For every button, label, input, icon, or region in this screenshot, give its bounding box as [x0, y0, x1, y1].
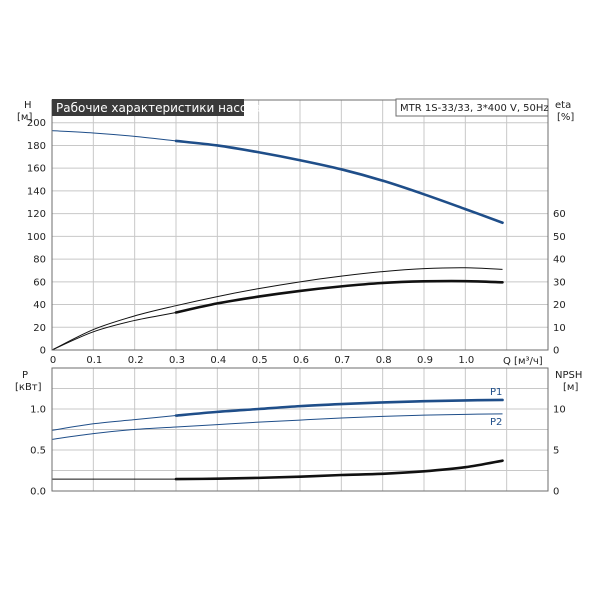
bottom-series-1-operating-range	[174, 398, 504, 417]
eta-axis-unit: [%]	[557, 112, 574, 123]
eta-axis-label: eta	[555, 100, 571, 111]
bottom-panel-grid	[52, 368, 548, 491]
top-left-tick-label: 160	[27, 164, 46, 175]
x-tick-label: 0.9	[417, 355, 433, 366]
npsh-axis-label: NPSH	[555, 370, 582, 381]
top-left-tick-label: 80	[33, 255, 46, 266]
top-series-1-curve	[51, 130, 503, 224]
bottom-series-3-operating-range	[174, 459, 504, 481]
chart-title-box	[52, 99, 244, 116]
x-tick-label: 0.2	[128, 355, 144, 366]
x-tick-label: 0.8	[376, 355, 392, 366]
top-series-1-operating-range	[174, 139, 504, 225]
top-right-tick-label: 20	[553, 300, 566, 311]
top-left-tick-label: 0	[40, 346, 46, 357]
top-right-tick-label: 50	[553, 232, 566, 243]
top-panel-curves	[51, 130, 504, 351]
bottom-left-tick-label: 0.0	[30, 487, 46, 498]
q-axis-label: Q [м³/ч]	[503, 356, 543, 367]
top-right-tick-label: 10	[553, 323, 566, 334]
top-left-tick-label: 40	[33, 300, 46, 311]
bottom-panel-frame	[51, 367, 549, 492]
top-left-tick-label: 140	[27, 186, 46, 197]
x-tick-label: 0.6	[293, 355, 309, 366]
top-left-tick-label: 200	[27, 118, 46, 129]
x-tick-label: 0.3	[169, 355, 185, 366]
x-tick-label: 0.7	[334, 355, 350, 366]
x-tick-label: 0.1	[86, 355, 102, 366]
series-label-p2: P2	[490, 417, 502, 428]
p-axis-label: P	[22, 370, 28, 381]
x-tick-label: 0	[50, 355, 56, 366]
bottom-series-2-curve	[51, 413, 503, 440]
top-panel-grid	[52, 100, 548, 350]
pump-model-box	[395, 98, 549, 117]
bottom-panel-curves	[51, 398, 504, 481]
chart-title: Рабочие характеристики насоса	[56, 101, 261, 115]
top-series-2-curve	[51, 267, 503, 351]
series-label-p1: P1	[490, 387, 502, 398]
top-series-3-operating-range	[174, 279, 504, 314]
x-tick-label: 0.4	[210, 355, 226, 366]
bottom-left-tick-label: 1.0	[30, 405, 46, 416]
top-panel-frame	[51, 99, 549, 351]
tick-labels: 0204060801001201401601802000102030405060…	[27, 118, 566, 497]
top-series-3-curve	[51, 280, 503, 351]
top-left-tick-label: 20	[33, 323, 46, 334]
top-right-tick-label: 0	[553, 346, 559, 357]
x-tick-label: 1.0	[458, 355, 474, 366]
bottom-right-tick-label: 10	[553, 405, 566, 416]
top-right-tick-label: 30	[553, 277, 566, 288]
bottom-left-tick-label: 0.5	[30, 446, 46, 457]
top-left-tick-label: 60	[33, 277, 46, 288]
p-axis-unit: [кВт]	[15, 382, 42, 393]
bottom-right-tick-label: 5	[553, 446, 559, 457]
pump-model-label: MTR 1S-33/33, 3*400 V, 50Hz	[400, 103, 549, 114]
x-tick-label: 0.5	[252, 355, 268, 366]
top-left-tick-label: 180	[27, 141, 46, 152]
top-right-tick-label: 40	[553, 255, 566, 266]
bottom-right-tick-label: 0	[553, 487, 559, 498]
npsh-axis-unit: [м]	[563, 382, 578, 393]
top-left-tick-label: 100	[27, 232, 46, 243]
top-left-tick-label: 120	[27, 209, 46, 220]
top-right-tick-label: 60	[553, 209, 566, 220]
h-axis-label: H	[24, 100, 32, 111]
h-axis-unit: [м]	[17, 112, 32, 123]
